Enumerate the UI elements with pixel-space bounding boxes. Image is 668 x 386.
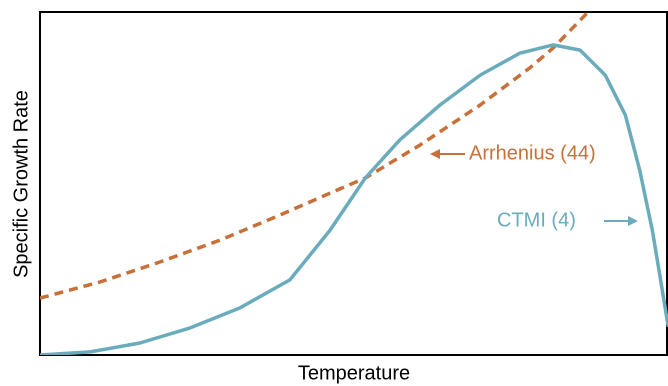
plot-frame: [39, 11, 668, 356]
arrow-head: [628, 216, 638, 226]
arrow-head: [430, 149, 440, 159]
x-axis-label: Temperature: [298, 362, 410, 384]
line-series: [40, 43, 668, 355]
y-axis-label: Specific Growth Rate: [10, 90, 32, 278]
annotation: CTMI (4): [497, 209, 576, 231]
curves: [40, 12, 668, 355]
annotation: Arrhenius (44): [469, 142, 596, 164]
